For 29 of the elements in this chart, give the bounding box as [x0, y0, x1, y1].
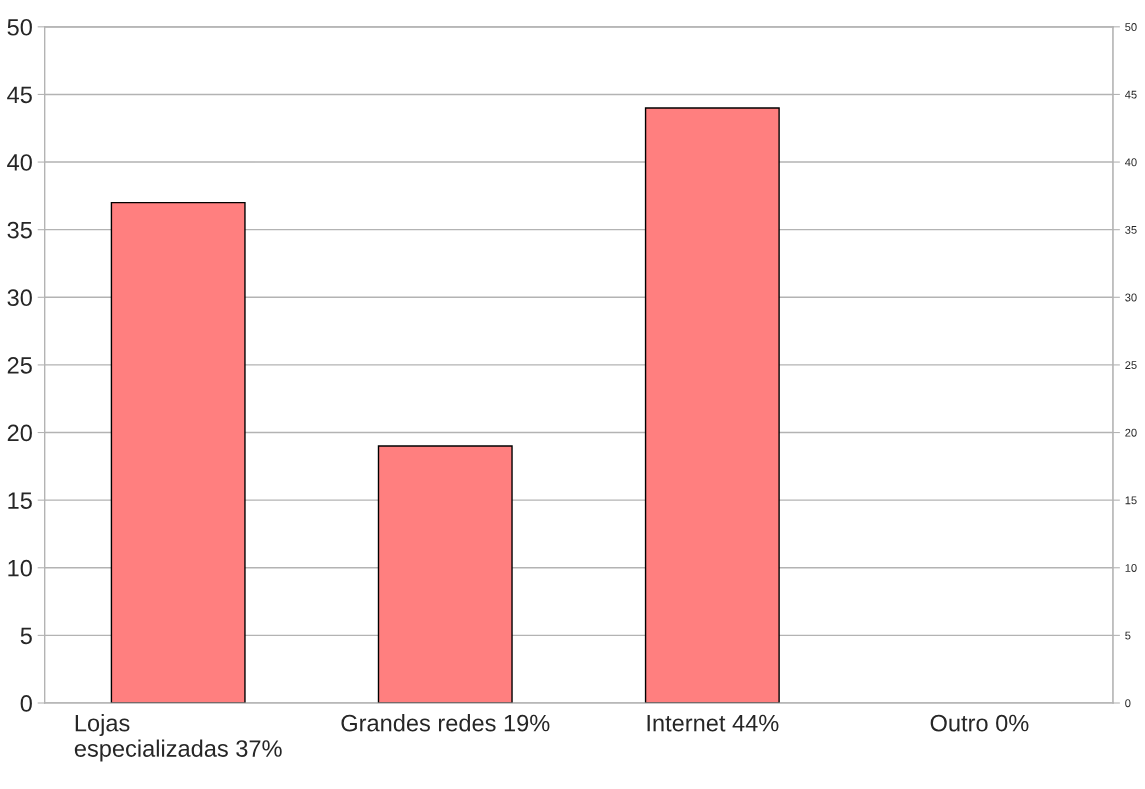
bar	[110, 201, 246, 703]
y2-tick-label: 25	[1125, 361, 1137, 370]
x-tick-label: Outro 0%	[930, 714, 1029, 732]
y-tick-label: 20	[7, 424, 32, 442]
y-tick-label: 30	[7, 289, 32, 307]
y-tick-label: 45	[7, 86, 32, 104]
bar	[644, 107, 780, 703]
y-tick-label: 35	[7, 221, 32, 239]
y2-tick-label: 50	[1125, 23, 1137, 31]
y2-tick-label: 30	[1125, 293, 1137, 302]
y2-tick-label: 15	[1125, 496, 1137, 505]
y-tick-label: 10	[8, 559, 32, 577]
y2-tick-label: 10	[1125, 564, 1137, 572]
x-tick-label: Grandes redes 19%	[341, 714, 550, 732]
y2-tick-label: 40	[1125, 158, 1137, 167]
y-tick-label: 25	[7, 356, 32, 374]
y2-tick-label: 0	[1125, 699, 1131, 708]
y2-tick-label: 35	[1125, 225, 1137, 234]
y2-tick-label: 20	[1125, 428, 1137, 437]
y-tick-label: 40	[7, 154, 32, 171]
x-tick-label: Internet 44%	[647, 714, 779, 732]
bar	[377, 445, 513, 703]
x-tick-label: Lojas especializadas 37%	[74, 714, 282, 762]
y2-tick-label: 45	[1125, 90, 1137, 99]
y-tick-label: 5	[20, 627, 32, 645]
y-tick-label: 15	[8, 492, 32, 509]
y-tick-label: 50	[7, 18, 32, 36]
y-tick-label: 0	[20, 695, 32, 712]
y2-tick-label: 5	[1125, 631, 1131, 640]
